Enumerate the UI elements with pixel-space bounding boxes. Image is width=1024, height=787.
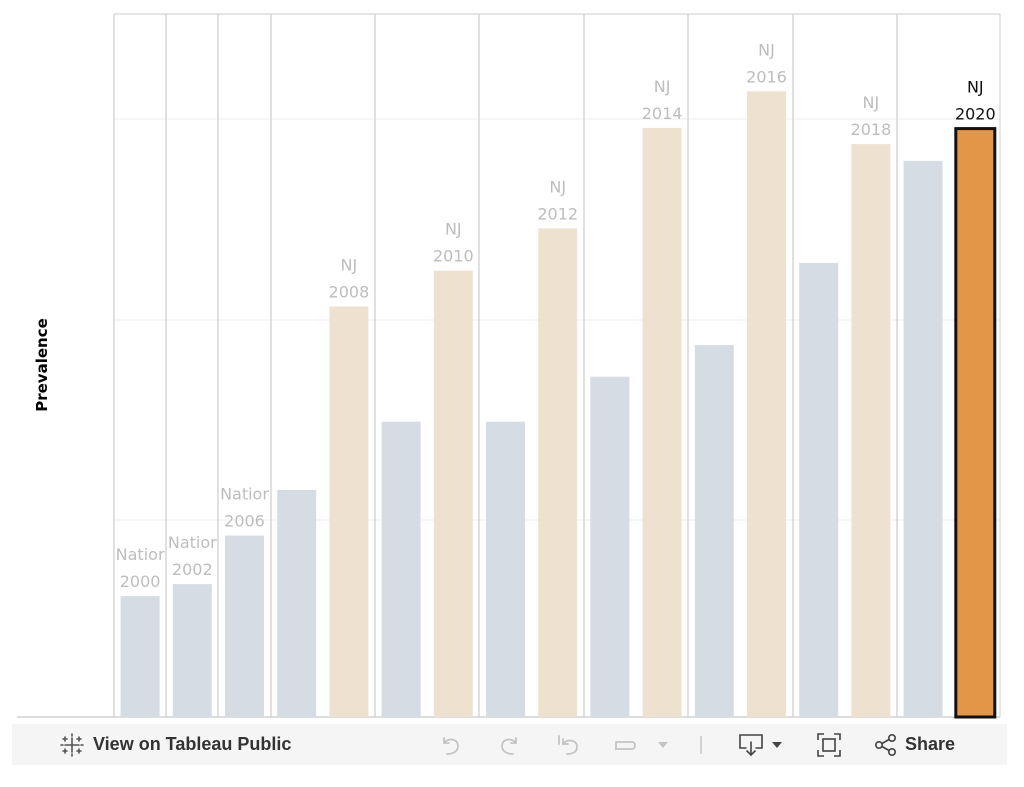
bar-national-2012[interactable]: [486, 421, 525, 717]
redo-button[interactable]: [496, 724, 522, 765]
bar-nj-2020[interactable]: [954, 127, 997, 719]
pause-updates-button[interactable]: [612, 724, 640, 765]
download-dropdown-arrow-icon: [770, 738, 784, 752]
bar-label-nj-2016: NJ 2016: [746, 40, 787, 86]
bar-nj-2012[interactable]: [538, 228, 578, 717]
toolbar-separator: [699, 724, 703, 765]
bar-national-2018[interactable]: [799, 262, 839, 717]
bar-label-nj-2012: NJ 2012: [537, 177, 578, 223]
undo-icon: [438, 732, 464, 758]
dropdown-arrow-icon: [656, 738, 670, 752]
view-on-tableau-label: View on Tableau Public: [93, 734, 292, 754]
bar-nj-2008[interactable]: [329, 306, 369, 717]
bar-national-2016[interactable]: [694, 345, 734, 717]
redo-icon: [496, 732, 522, 758]
bar-national-2000[interactable]: [120, 596, 160, 717]
bar-nj-2014[interactable]: [642, 127, 682, 717]
share-button[interactable]: Share: [874, 724, 955, 765]
bar-label-nj-2018: NJ 2018: [851, 93, 892, 139]
toolbar: View on Tableau Public: [12, 724, 1007, 765]
revert-button[interactable]: [555, 724, 583, 765]
bar-nj-2016[interactable]: [747, 91, 786, 718]
bar-label-nj-2010: NJ 2010: [433, 220, 474, 266]
undo-button[interactable]: [438, 724, 464, 765]
group-dividers: [17, 13, 1001, 718]
bar-national-2006[interactable]: [225, 535, 264, 717]
view-on-tableau-button[interactable]: View on Tableau Public: [60, 724, 291, 765]
download-button[interactable]: [738, 724, 784, 765]
bar-label-nj-2014: NJ 2014: [642, 77, 683, 123]
bar-label-national-2000: Natior 2000: [116, 545, 165, 591]
pause-icon: [612, 732, 640, 758]
bar-national-2014[interactable]: [590, 376, 630, 717]
tableau-logo-icon: [60, 732, 84, 757]
bar-label-nj-2020: NJ 2020: [955, 78, 996, 124]
pause-dropdown-button[interactable]: [656, 724, 670, 765]
download-icon: [738, 731, 768, 759]
bar-label-national-2002: Natior 2002: [168, 533, 217, 579]
revert-icon: [555, 732, 583, 758]
fullscreen-button[interactable]: [815, 724, 843, 765]
share-icon: [874, 733, 898, 757]
bar-national-2002[interactable]: [172, 584, 212, 717]
bar-national-2020[interactable]: [903, 160, 943, 717]
bars: [120, 91, 997, 719]
bar-label-national-2006: Natior 2006: [220, 485, 269, 531]
y-axis-label: Prevalence: [33, 318, 51, 412]
bar-national-2008[interactable]: [277, 489, 317, 717]
bar-nj-2010[interactable]: [433, 270, 473, 717]
bar-label-nj-2008: NJ 2008: [329, 255, 370, 301]
share-label: Share: [905, 734, 956, 754]
bar-national-2010[interactable]: [381, 421, 421, 717]
bar-nj-2018[interactable]: [851, 144, 891, 718]
fullscreen-icon: [815, 731, 843, 759]
